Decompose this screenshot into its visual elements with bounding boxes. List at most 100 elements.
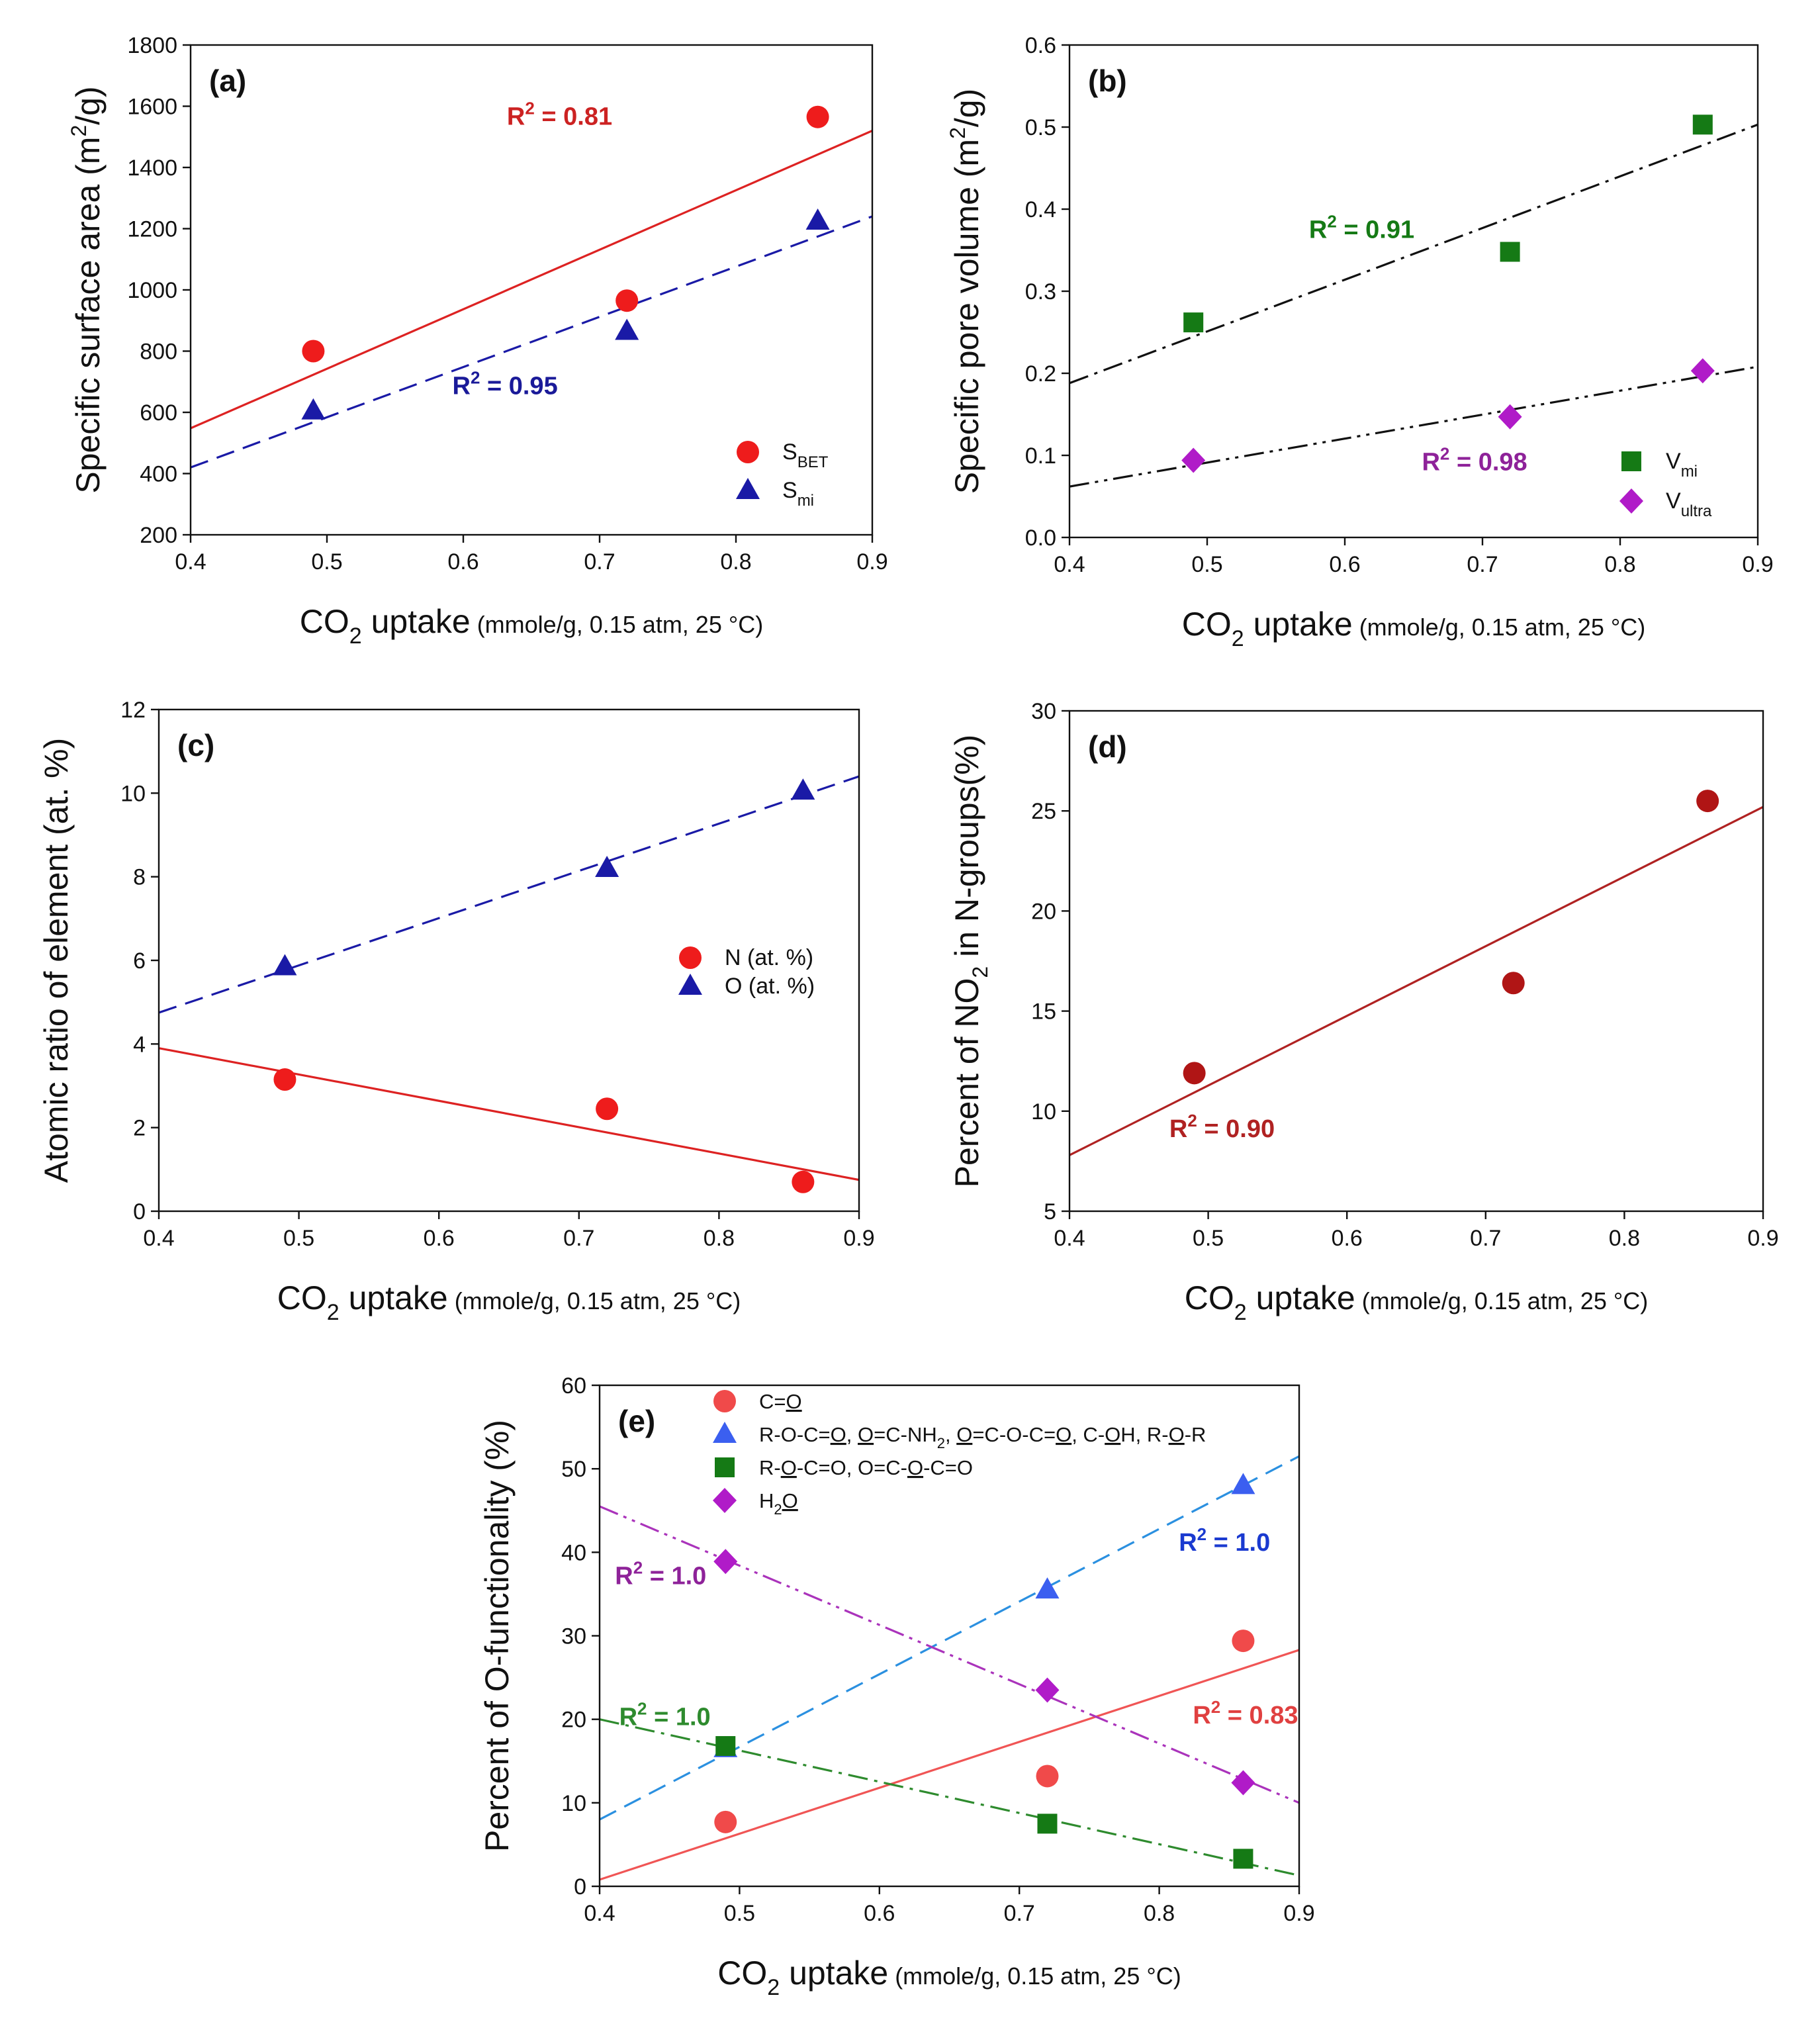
x-tick-label: 0.5 [1193,1226,1224,1251]
panel-label: (c) [177,728,214,762]
r-squared-annotation: R2 = 0.95 [453,367,558,400]
legend-label: O (at. %) [725,974,815,999]
x-tick-label: 0.5 [283,1226,314,1251]
data-point-s2-2 [615,318,639,340]
data-point-s2-2 [1035,1577,1060,1599]
data-point-s1-1 [1183,1062,1206,1085]
x-tick-label: 0.6 [1332,1226,1363,1251]
x-tick-label: 0.7 [563,1226,594,1251]
y-axis-label: Specific pore volume (m2/g) [946,89,985,494]
x-tick-label: 0.7 [1004,1901,1035,1926]
y-tick-label: 5 [1044,1199,1056,1224]
x-tick-label: 0.7 [1470,1226,1501,1251]
legend-label: Smi [782,478,814,510]
y-tick-label: 0.4 [1025,197,1056,222]
y-axis-label: Specific surface area (m2/g) [67,86,107,493]
panel-label: (a) [209,64,246,98]
x-tick-label: 0.7 [584,549,615,574]
legend-label: Vultra [1666,488,1712,520]
r-squared-annotation: R2 = 0.91 [1309,211,1414,244]
legend-label: SBET [782,439,829,471]
x-axis-label: CO2 uptake (mmole/g, 0.15 atm, 25 °C) [277,1279,741,1325]
legend-marker [737,441,759,463]
r-squared-annotation: R2 = 1.0 [1179,1524,1270,1557]
x-tick-label: 0.4 [584,1901,615,1926]
x-tick-label: 0.7 [1467,552,1498,577]
y-tick-label: 1600 [127,95,177,120]
fit-line-2 [1069,365,1758,488]
r-squared-annotation: R2 = 1.0 [615,1557,706,1590]
y-axis-label: Atomic ratio of element (at. %) [38,738,75,1183]
data-point-s2-2 [595,856,619,878]
x-tick-label: 0.8 [1144,1901,1175,1926]
fit-line-1 [159,1047,859,1181]
data-point-s2-3 [791,778,815,800]
data-point-s1-3 [792,1170,815,1193]
legend-label: C=O [759,1390,802,1413]
legend-marker [736,478,760,499]
x-tick-label: 0.9 [1742,552,1773,577]
data-point-s1-1 [1183,312,1204,333]
data-point-s1-2 [596,1097,619,1121]
panel-label: (b) [1088,64,1127,98]
x-tick-label: 0.4 [175,549,206,574]
r-squared-annotation: R2 = 0.90 [1169,1111,1275,1143]
data-point-s3-3 [1233,1849,1253,1869]
x-tick-label: 0.6 [864,1901,895,1926]
x-tick-label: 0.9 [843,1226,874,1251]
y-tick-label: 0.0 [1025,526,1056,551]
x-tick-label: 0.8 [1604,552,1635,577]
chart-panel-5: 0.4 0.5 0.6 0.7 0.8 0.9 0 10 20 30 40 50 60 (e) CO2 up… [478,1373,1315,2000]
r-squared-annotation: R2 = 0.83 [1193,1697,1298,1729]
legend-item: R-O-C=O, O=C-NH2, O=C-O-C=O, C-OH, R-O-R [713,1422,1206,1451]
panel-label: (e) [618,1404,655,1438]
r-squared-annotation: R2 = 0.81 [507,98,612,130]
legend-marker [713,1488,737,1513]
y-tick-label: 12 [120,698,146,723]
fit-line-1 [1069,123,1758,385]
r-squared-annotation: R2 = 1.0 [619,1698,711,1731]
legend-item: O (at. %) [678,974,815,999]
fit-line-4 [600,1505,1299,1804]
data-point-s1-1 [273,1068,296,1091]
x-tick-label: 0.4 [1054,1226,1085,1251]
y-tick-label: 0 [574,1874,586,1900]
y-tick-label: 1000 [127,278,177,303]
plot-frame [1068,710,1764,1213]
data-point-s1-2 [1502,972,1525,995]
plot-frame [189,44,874,536]
y-tick-label: 8 [133,865,146,890]
y-tick-label: 1200 [127,217,177,242]
legend-marker [679,946,702,969]
x-tick-label: 0.8 [720,549,751,574]
data-point-s1-1 [302,340,325,363]
x-axis-label: CO2 uptake (mmole/g, 0.15 atm, 25 °C) [300,603,763,649]
y-tick-label: 40 [561,1540,586,1565]
y-axis-label: Percent of O-functionality (%) [478,1420,516,1852]
data-point-s2-1 [1181,447,1206,473]
y-tick-label: 30 [1031,699,1056,724]
data-point-s2-3 [1690,358,1715,384]
y-tick-label: 30 [561,1624,586,1649]
y-tick-label: 6 [133,948,146,974]
legend-label: Vmi [1666,449,1698,481]
data-point-s1-3 [1692,115,1713,135]
chart-panel-4: 0.4 0.5 0.6 0.7 0.8 0.9 5 10 15 20 25 30 (d) CO2 upta… [948,699,1779,1325]
legend-label: H2O [759,1489,798,1518]
data-point-s2-3 [1231,1473,1255,1494]
fit-line-1 [1069,805,1763,1156]
data-point-s1-2 [1500,242,1520,262]
chart-panel-1: 0.4 0.5 0.6 0.7 0.8 0.9 200 400 600 800 1000 1200 14… [67,33,888,649]
y-tick-label: 0.2 [1025,361,1056,387]
data-point-s2-2 [1498,404,1522,430]
legend-marker [678,974,702,995]
chart-panel-2: 0.4 0.5 0.6 0.7 0.8 0.9 0.0 0.1 0.2 0.3 0.4 0.5 0.6 (… [946,33,1774,651]
y-tick-label: 1800 [127,33,177,58]
y-tick-label: 50 [561,1457,586,1482]
legend-marker [713,1390,736,1412]
x-tick-label: 0.4 [143,1226,174,1251]
x-tick-label: 0.4 [1054,552,1085,577]
x-axis-label: CO2 uptake (mmole/g, 0.15 atm, 25 °C) [717,1954,1181,2000]
data-point-s4-3 [1231,1770,1255,1796]
